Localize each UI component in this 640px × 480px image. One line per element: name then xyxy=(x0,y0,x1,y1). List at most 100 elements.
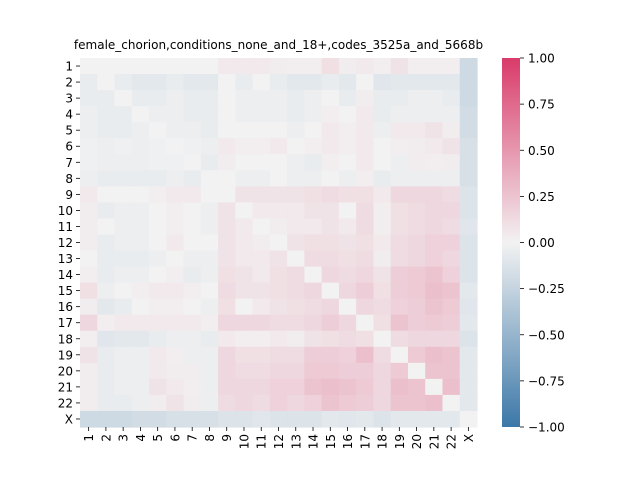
heatmap-cell xyxy=(442,378,461,396)
heatmap-cell xyxy=(80,154,98,171)
heatmap-cell xyxy=(338,74,357,91)
row-tick-label: 15 xyxy=(58,284,73,298)
heatmap-cell xyxy=(183,122,202,139)
heatmap-cell xyxy=(304,234,323,252)
heatmap-cell xyxy=(459,186,478,203)
heatmap-cell xyxy=(200,346,219,364)
heatmap-cell xyxy=(442,346,461,364)
heatmap-cell xyxy=(114,314,133,332)
heatmap-cell xyxy=(269,74,288,91)
heatmap-cell xyxy=(373,314,392,332)
heatmap-cell xyxy=(321,90,340,107)
heatmap-cell xyxy=(131,90,150,107)
heatmap-cell xyxy=(252,378,271,396)
heatmap-cell xyxy=(407,250,426,268)
row-tick-label: 16 xyxy=(58,300,73,314)
heatmap-cell xyxy=(218,346,236,364)
heatmap-cell xyxy=(373,282,392,300)
row-tick-label: 14 xyxy=(58,268,73,282)
heatmap-cell xyxy=(200,122,219,139)
heatmap-cell xyxy=(200,90,219,107)
heatmap-cell xyxy=(390,362,409,380)
heatmap-cell xyxy=(269,186,288,203)
heatmap-cell xyxy=(304,154,323,171)
row-tick-label: 8 xyxy=(65,172,73,186)
heatmap-cell xyxy=(321,74,340,91)
heatmap-cell xyxy=(252,122,271,139)
heatmap-cell xyxy=(442,410,461,428)
heatmap-cell xyxy=(235,106,254,123)
heatmap-cell xyxy=(235,362,254,380)
heatmap-cell xyxy=(235,122,254,139)
heatmap-cell xyxy=(425,394,444,412)
colorbar-tick-label: −0.25 xyxy=(528,282,565,296)
heatmap-cell xyxy=(200,234,219,252)
heatmap-cell xyxy=(97,154,116,171)
heatmap-cell xyxy=(425,74,444,91)
heatmap-cell xyxy=(304,138,323,155)
heatmap-cell xyxy=(149,122,167,139)
heatmap-cell xyxy=(321,170,340,187)
heatmap-cell xyxy=(200,58,219,75)
row-tick-label: 19 xyxy=(58,348,73,362)
heatmap-cell xyxy=(425,154,444,171)
heatmap-cell xyxy=(218,218,236,236)
heatmap-cell xyxy=(114,266,133,284)
heatmap-cell xyxy=(304,362,323,380)
heatmap-cell xyxy=(235,298,254,316)
heatmap-cell xyxy=(80,346,98,364)
heatmap-cell xyxy=(235,154,254,171)
heatmap-cell xyxy=(166,378,185,396)
heatmap-cell xyxy=(183,314,202,332)
heatmap-cell xyxy=(97,122,116,139)
heatmap-cell xyxy=(97,394,116,412)
heatmap-cell xyxy=(304,330,323,348)
column-tick-label: 20 xyxy=(410,434,424,449)
heatmap-cell xyxy=(390,138,409,155)
heatmap-cell xyxy=(235,394,254,412)
heatmap-cell xyxy=(183,106,202,123)
heatmap-cell xyxy=(235,314,254,332)
heatmap-cell xyxy=(166,266,185,284)
column-tick-label: 17 xyxy=(358,434,372,449)
heatmap-cell xyxy=(373,202,392,220)
heatmap-cell xyxy=(390,90,409,107)
heatmap-cell xyxy=(149,410,167,428)
heatmap-cell xyxy=(459,74,478,91)
heatmap-cell xyxy=(269,202,288,220)
colorbar-tick-label: 0.25 xyxy=(528,190,555,204)
heatmap-cell xyxy=(114,234,133,252)
heatmap-cell xyxy=(356,362,375,380)
heatmap-cell xyxy=(269,266,288,284)
heatmap-cell xyxy=(235,138,254,155)
heatmap-cell xyxy=(287,298,305,316)
heatmap-cell xyxy=(338,186,357,203)
heatmap-cell xyxy=(252,410,271,428)
heatmap-cell xyxy=(252,138,271,155)
heatmap-cell xyxy=(149,58,167,75)
heatmap-cell xyxy=(321,154,340,171)
heatmap-cell xyxy=(338,154,357,171)
heatmap-cell xyxy=(149,138,167,155)
column-tick-label: 21 xyxy=(427,434,441,449)
heatmap-cell xyxy=(356,298,375,316)
heatmap-cell xyxy=(338,250,357,268)
heatmap-cell xyxy=(183,202,202,220)
heatmap-cell xyxy=(269,138,288,155)
heatmap-cell xyxy=(459,154,478,171)
heatmap-cell xyxy=(425,282,444,300)
heatmap-cell xyxy=(356,346,375,364)
heatmap-cell xyxy=(200,362,219,380)
row-tick-label: 12 xyxy=(58,236,73,250)
heatmap-cell xyxy=(235,266,254,284)
heatmap-cell xyxy=(390,106,409,123)
heatmap-cell xyxy=(287,170,305,187)
heatmap-cell xyxy=(356,186,375,203)
heatmap-cell xyxy=(252,282,271,300)
heatmap-cell xyxy=(252,330,271,348)
heatmap-cell xyxy=(287,394,305,412)
heatmap-cell xyxy=(459,314,478,332)
heatmap-cell xyxy=(114,186,133,203)
heatmap-cell xyxy=(356,266,375,284)
